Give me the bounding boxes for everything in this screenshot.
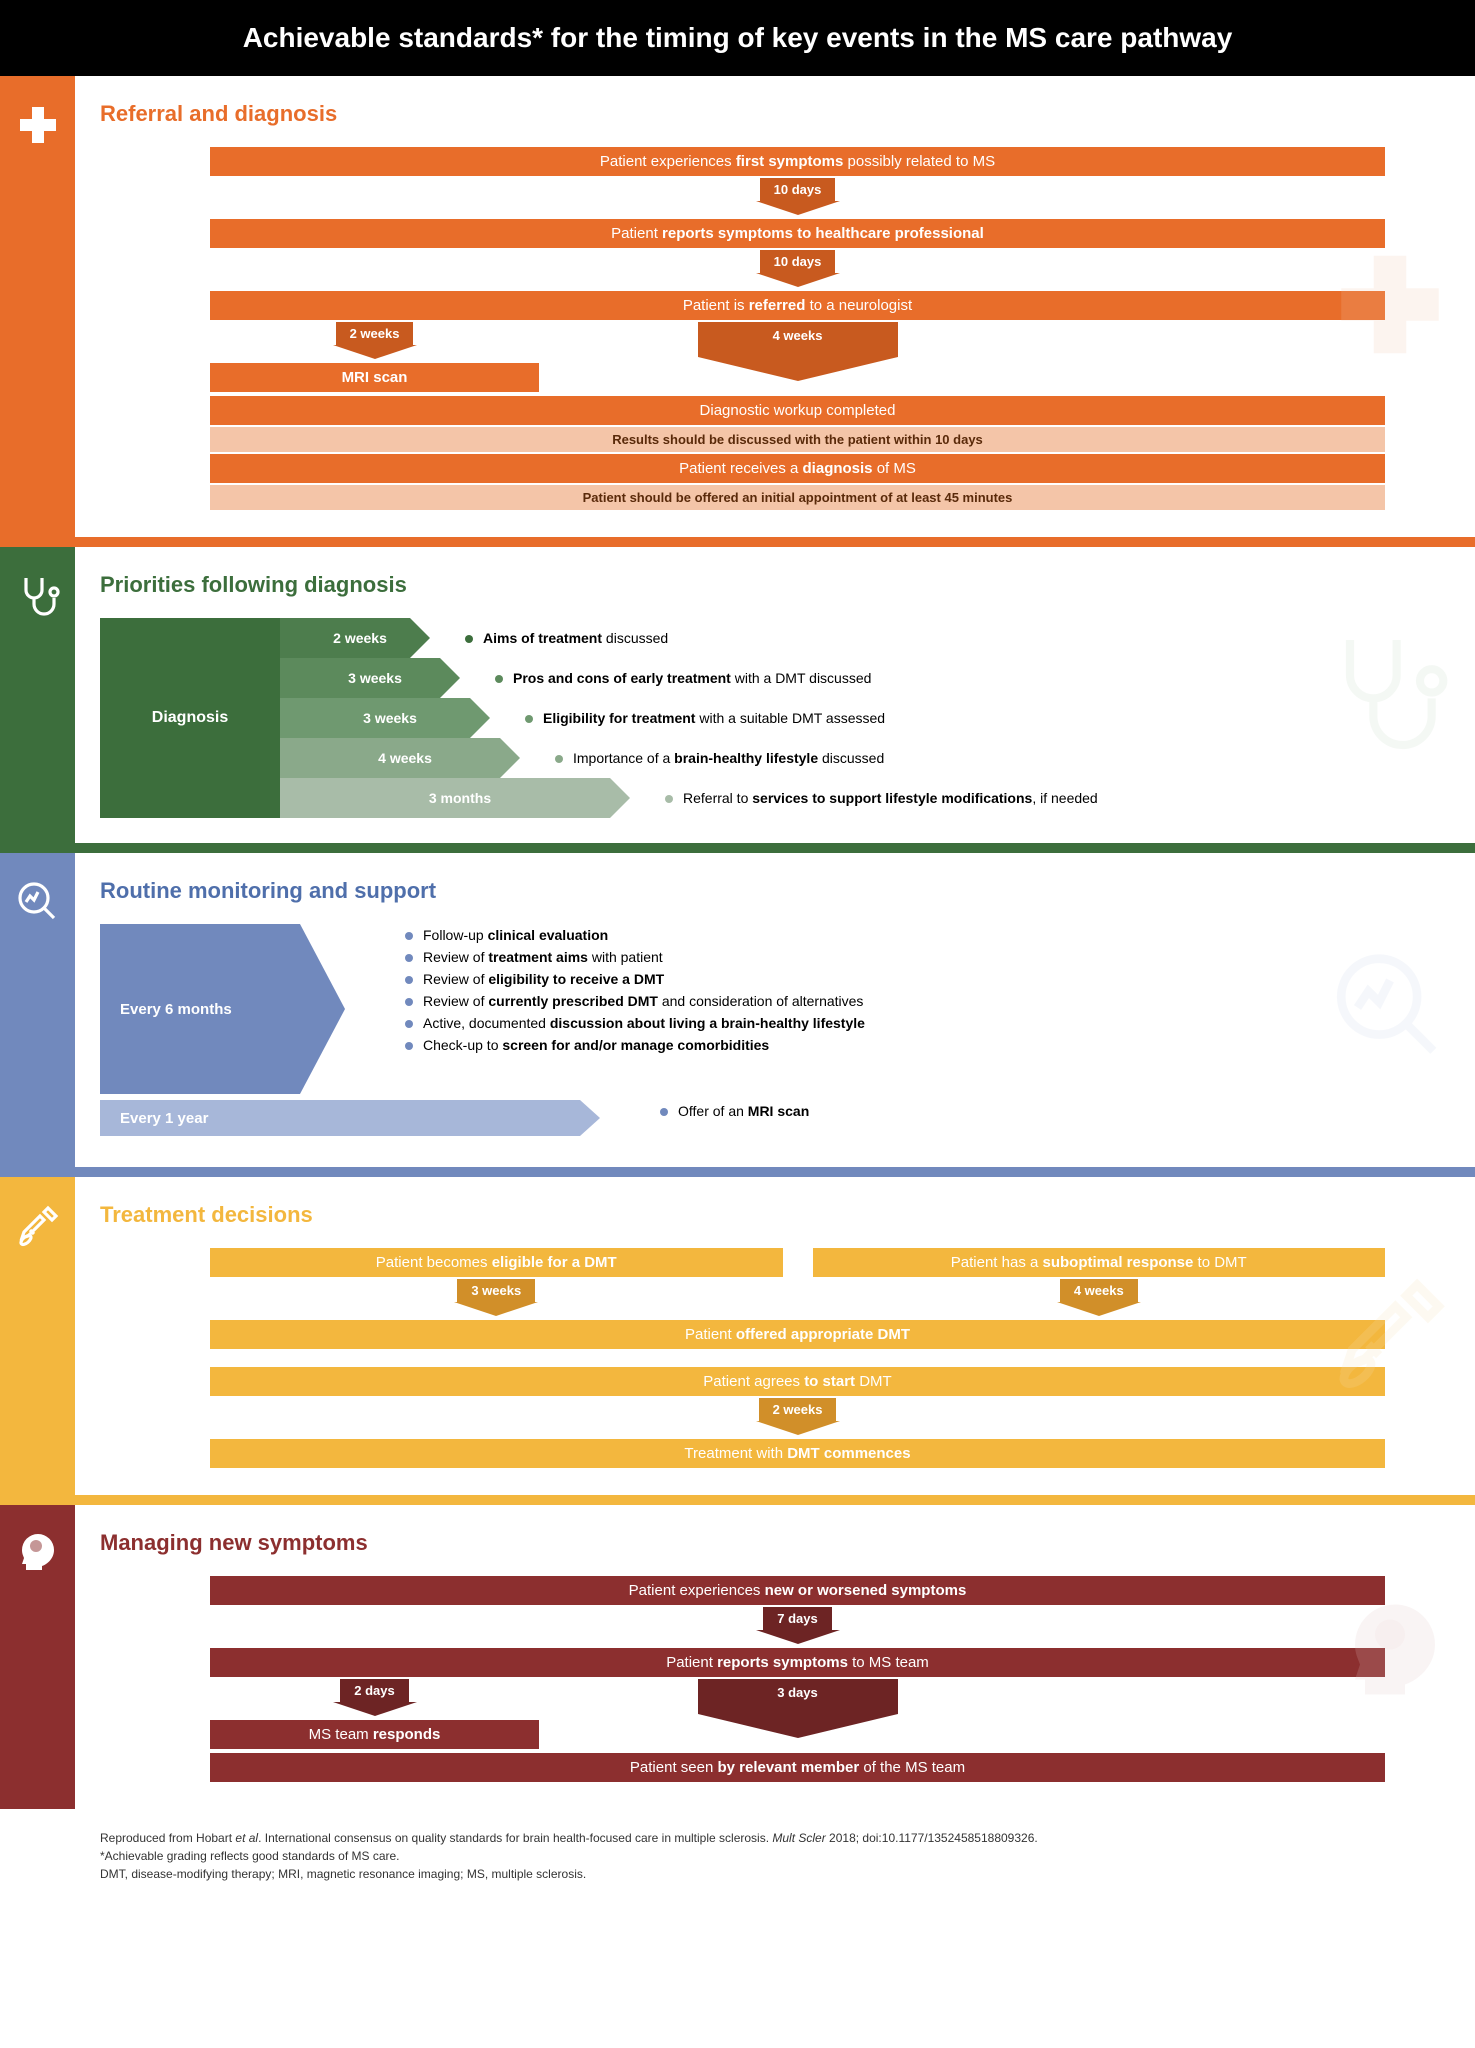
syringe-pill-icon: [14, 1202, 62, 1250]
flow-bar: Patient experiences new or worsened symp…: [210, 1576, 1385, 1605]
blue-time-block: Every 1 year: [100, 1100, 580, 1136]
list-item: Review of currently prescribed DMT and c…: [423, 993, 863, 1009]
time-arrow: 4 weeks: [698, 322, 898, 357]
section-title: Treatment decisions: [100, 1202, 1385, 1228]
plus-icon: [14, 101, 62, 149]
time-arrow: 10 days: [760, 250, 836, 273]
sidebar-s4: [0, 1177, 75, 1495]
bg-magnifier-icon: [1325, 943, 1455, 1078]
flow-bar: Diagnostic workup completed: [210, 396, 1385, 425]
bg-stethoscope-icon: [1315, 623, 1455, 768]
flow-bar: Treatment with DMT commences: [210, 1439, 1385, 1468]
bg-head-icon: [1335, 1595, 1455, 1720]
cascade-time: 2 weeks: [280, 618, 410, 658]
sidebar-s1: [0, 76, 75, 537]
section-symptoms: Managing new symptoms Patient experience…: [0, 1505, 1475, 1809]
list-item: Follow-up clinical evaluation: [423, 927, 608, 943]
flow-bar: Patient offered appropriate DMT: [210, 1320, 1385, 1349]
section-monitoring: Routine monitoring and support Every 6 m…: [0, 853, 1475, 1167]
cascade-desc: Pros and cons of early treatment with a …: [495, 670, 871, 686]
list-item: Review of treatment aims with patient: [423, 949, 663, 965]
flow-bar: Patient has a suboptimal response to DMT: [813, 1248, 1386, 1277]
bg-syringe-icon: [1325, 1269, 1455, 1404]
sub-bar: Results should be discussed with the pat…: [210, 427, 1385, 452]
sidebar-s5: [0, 1505, 75, 1809]
time-arrow: 7 days: [763, 1607, 831, 1630]
magnifier-chart-icon: [14, 878, 62, 926]
stethoscope-icon: [14, 572, 62, 620]
cascade-time: 3 months: [280, 778, 610, 818]
sidebar-s2: [0, 547, 75, 843]
time-arrow: 2 weeks: [336, 322, 414, 345]
section-referral: Referral and diagnosis Patient experienc…: [0, 76, 1475, 537]
flow-bar: Patient becomes eligible for a DMT: [210, 1248, 783, 1277]
footer-line: DMT, disease-modifying therapy; MRI, mag…: [100, 1865, 1435, 1883]
list-item: Check-up to screen for and/or manage com…: [423, 1037, 769, 1053]
section-title: Routine monitoring and support: [100, 878, 1385, 904]
time-arrow: 3 weeks: [457, 1279, 535, 1302]
list-item: Active, documented discussion about livi…: [423, 1015, 865, 1031]
list-item: Offer of an MRI scan: [678, 1103, 809, 1119]
cascade-time: 3 weeks: [280, 658, 440, 698]
cascade-desc: Referral to services to support lifestyl…: [665, 790, 1098, 806]
section-treatment: Treatment decisions Patient becomes elig…: [0, 1177, 1475, 1495]
flow-bar: Patient is referred to a neurologist: [210, 291, 1385, 320]
flow-bar: MS team responds: [210, 1720, 539, 1749]
page-title: Achievable standards* for the timing of …: [0, 0, 1475, 76]
section-title: Referral and diagnosis: [100, 101, 1385, 127]
cascade-desc: Eligibility for treatment with a suitabl…: [525, 710, 885, 726]
cascade-desc: Importance of a brain-healthy lifestyle …: [555, 750, 884, 766]
cascade-time: 3 weeks: [280, 698, 470, 738]
head-brain-icon: [14, 1530, 62, 1578]
flow-bar: Patient agrees to start DMT: [210, 1367, 1385, 1396]
flow-bar: Patient reports symptoms to MS team: [210, 1648, 1385, 1677]
sidebar-s3: [0, 853, 75, 1167]
sub-bar: Patient should be offered an initial app…: [210, 485, 1385, 510]
cascade-time: 4 weeks: [280, 738, 500, 778]
flow-bar: Patient reports symptoms to healthcare p…: [210, 219, 1385, 248]
time-arrow: 2 days: [340, 1679, 408, 1702]
time-arrow: 3 days: [698, 1679, 898, 1714]
blue-time-block: Every 6 months: [100, 924, 300, 1094]
flow-bar: MRI scan: [210, 363, 539, 392]
footer-line: *Achievable grading reflects good standa…: [100, 1847, 1435, 1865]
footer: Reproduced from Hobart et al. Internatio…: [0, 1809, 1475, 1923]
section-title: Managing new symptoms: [100, 1530, 1385, 1556]
time-arrow: 2 weeks: [759, 1398, 837, 1421]
flow-bar: Patient experiences first symptoms possi…: [210, 147, 1385, 176]
time-arrow: 10 days: [760, 178, 836, 201]
list-item: Review of eligibility to receive a DMT: [423, 971, 664, 987]
cascade-root: Diagnosis: [100, 618, 280, 818]
flow-bar: Patient receives a diagnosis of MS: [210, 454, 1385, 483]
bg-plus-icon: [1325, 239, 1455, 374]
footer-line: Reproduced from Hobart et al. Internatio…: [100, 1829, 1435, 1847]
cascade-desc: Aims of treatment discussed: [465, 630, 668, 646]
section-title: Priorities following diagnosis: [100, 572, 1385, 598]
section-priorities: Priorities following diagnosis Diagnosis…: [0, 547, 1475, 843]
time-arrow: 4 weeks: [1060, 1279, 1138, 1302]
flow-bar: Patient seen by relevant member of the M…: [210, 1753, 1385, 1782]
